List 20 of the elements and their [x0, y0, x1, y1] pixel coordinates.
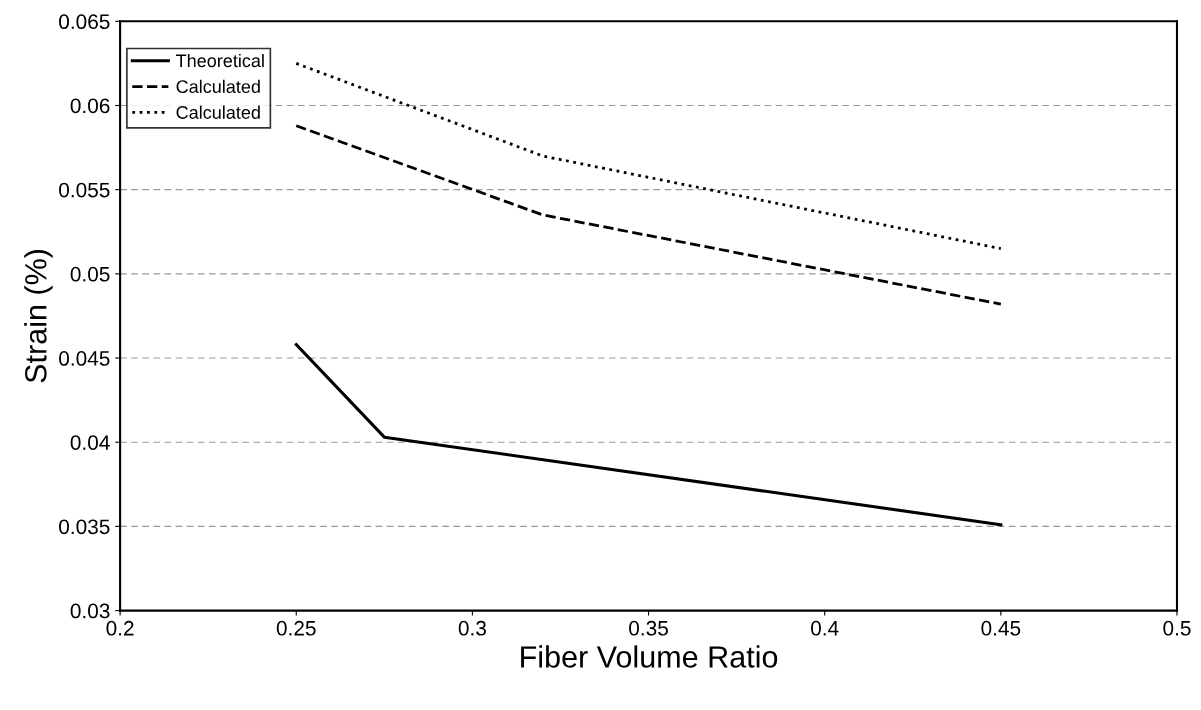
x-tick-label: 0.35: [629, 620, 668, 636]
y-tick-label: 0.065: [59, 14, 110, 30]
x-tick-label: 0.3: [458, 620, 486, 636]
y-tick-label: 0.03: [70, 603, 110, 619]
legend-label: Calculated: [176, 79, 260, 94]
x-tick-label: 0.4: [811, 620, 839, 636]
y-tick-label: 0.045: [59, 351, 110, 366]
x-tick-label: 0.5: [1163, 620, 1191, 636]
x-tick-label: 0.25: [276, 620, 316, 636]
y-tick-label: 0.055: [59, 182, 110, 198]
y-tick-label: 0.04: [70, 435, 110, 450]
y-tick-label: 0.035: [59, 519, 110, 535]
x-axis-title: Fiber Volume Ratio: [521, 645, 778, 668]
legend-label: Theoretical: [176, 53, 264, 68]
x-tick-label: 0.45: [981, 620, 1021, 636]
y-axis-title: Strain (%): [24, 249, 53, 383]
legend-label: Calculated: [176, 105, 260, 119]
x-tick-label: 0.2: [106, 620, 134, 636]
y-tick-label: 0.05: [70, 266, 110, 282]
y-tick-label: 0.06: [70, 98, 110, 114]
